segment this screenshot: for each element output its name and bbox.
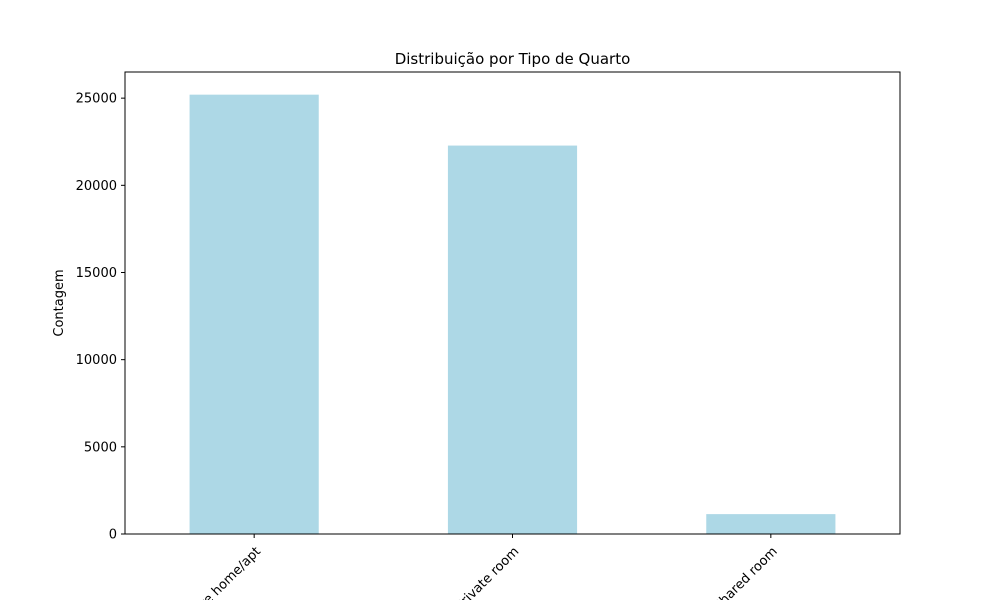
bar-entire-home-apt — [189, 94, 319, 534]
x-tick-label: Shared room — [711, 544, 781, 600]
y-tick-label: 10000 — [76, 353, 117, 368]
bar-private-room — [447, 145, 578, 534]
y-axis-label: Contagem — [52, 269, 67, 336]
y-tick-label: 15000 — [76, 266, 117, 281]
x-axis-ticks: Entire home/apt Private room Shared room — [179, 534, 781, 604]
y-tick-label: 20000 — [76, 179, 117, 194]
x-tick-label: Entire home/apt — [179, 544, 264, 600]
y-tick-label: 5000 — [84, 440, 117, 455]
bars-layer — [189, 94, 836, 534]
y-tick-label: 25000 — [76, 92, 117, 107]
bar-shared-room — [706, 514, 836, 534]
y-axis-ticks: 0 5000 10000 15000 20000 25000 — [76, 92, 125, 543]
y-tick-label: 0 — [109, 528, 117, 543]
x-tick-label: Private room — [453, 544, 522, 600]
plot-frame — [124, 71, 901, 535]
chart-title: Distribuição por Tipo de Quarto — [395, 50, 631, 68]
